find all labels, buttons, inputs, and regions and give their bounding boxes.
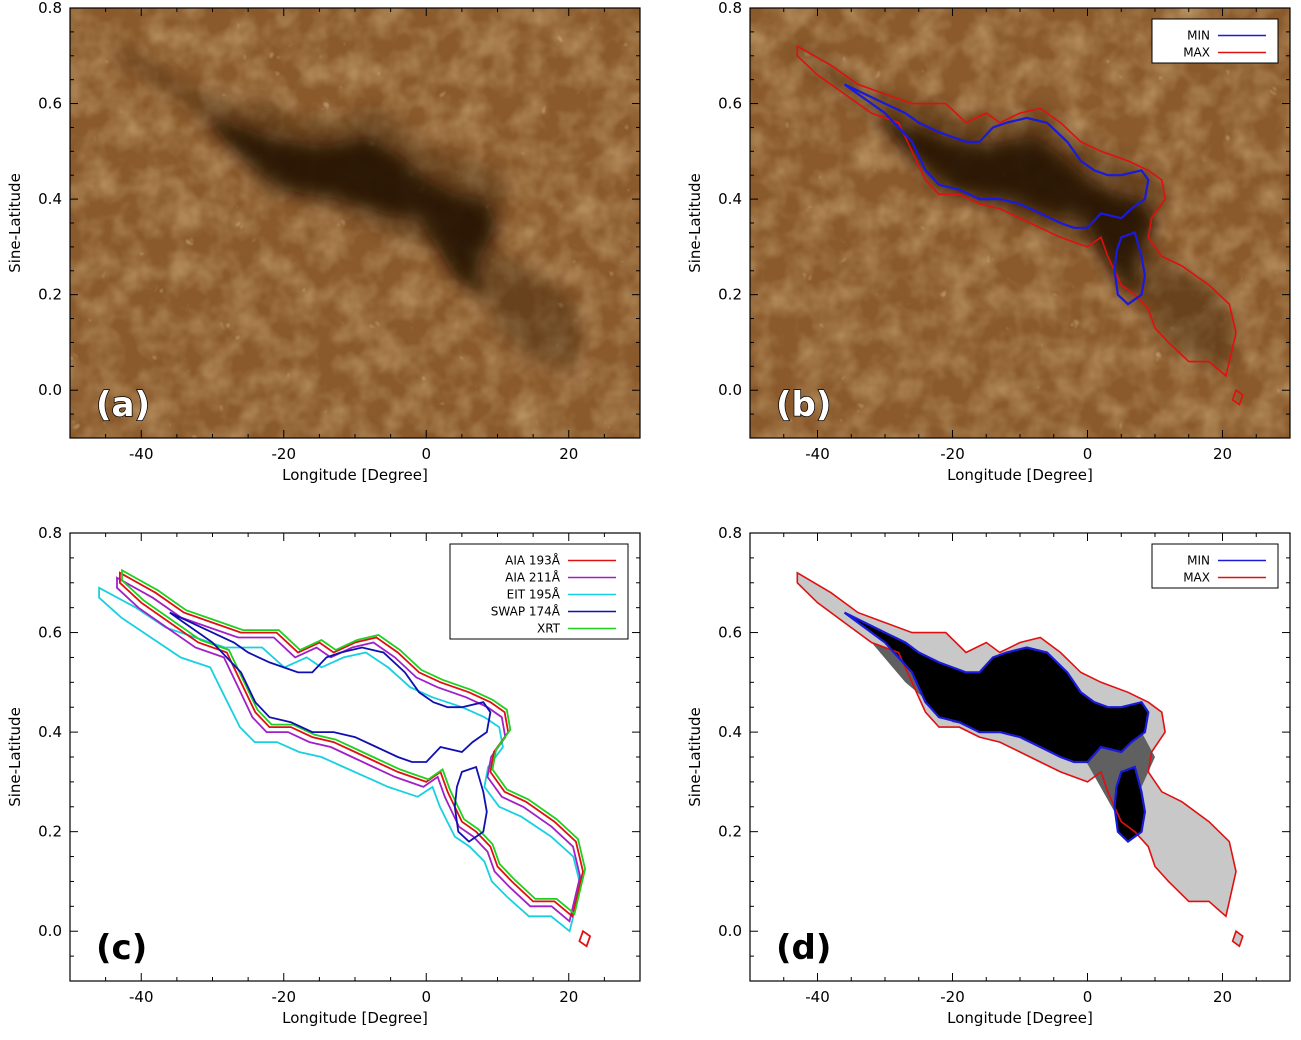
max-contour <box>796 44 1237 378</box>
x-tick-label: -20 <box>940 445 965 463</box>
y-tick-label: 0.2 <box>38 823 62 841</box>
legend-label: XRT <box>537 622 561 636</box>
min-contour-2 <box>1113 231 1147 306</box>
panel-d: -40 -20 0 20 0.0 0.2 0.4 0.6 0.8 Longitude [Degre… <box>686 524 1291 1027</box>
x-tick-label: -20 <box>272 988 297 1006</box>
x-axis-label: Longitude [Degree] <box>947 1009 1093 1027</box>
x-tick-label: -40 <box>129 445 154 463</box>
y-axis-label: Sine-Latitude <box>6 173 24 273</box>
panel-label: (c) <box>96 928 147 968</box>
x-axis-label: Longitude [Degree] <box>282 1009 428 1027</box>
legend-label: AIA 193Å <box>505 553 561 568</box>
x-tick-label: -40 <box>129 988 154 1006</box>
min-contour <box>843 611 1150 764</box>
legend-label: MIN <box>1187 554 1210 568</box>
plot-area <box>70 8 640 438</box>
panel-label: (b) <box>776 385 831 425</box>
y-tick-label: 0.4 <box>718 723 742 741</box>
y-tick-label: 0.8 <box>718 0 742 17</box>
y-tick-label: 0.6 <box>718 95 742 113</box>
min-contour-2 <box>1113 765 1147 844</box>
contour-aia193 <box>119 571 584 918</box>
y-tick-label: 0.8 <box>38 0 62 17</box>
min-contour <box>843 83 1150 229</box>
y-tick-label: 0.2 <box>38 286 62 304</box>
x-tick-label: -40 <box>805 445 830 463</box>
y-tick-label: 0.6 <box>38 95 62 113</box>
y-axis-label: Sine-Latitude <box>686 173 704 273</box>
legend: AIA 193Å AIA 211Å EIT 195Å SWAP 174Å XRT <box>449 543 629 640</box>
plot-area <box>98 568 592 948</box>
contour-swap174-2 <box>453 765 488 843</box>
legend-box <box>1151 543 1279 589</box>
max-contour-blob <box>1231 929 1244 948</box>
legend-label: MAX <box>1183 46 1210 60</box>
x-tick-label: 0 <box>1083 988 1093 1006</box>
coronal-hole-halo <box>119 46 584 376</box>
legend-box <box>1151 18 1279 64</box>
plot-area <box>750 8 1290 438</box>
y-tick-label: 0.0 <box>718 381 742 399</box>
y-tick-label: 0.4 <box>38 190 62 208</box>
x-tick-label: 20 <box>1213 988 1232 1006</box>
y-tick-label: 0.2 <box>718 286 742 304</box>
contour-aia193-blob <box>578 929 592 948</box>
legend-label: EIT 195Å <box>507 587 561 602</box>
panel-c: -40 -20 0 20 0.0 0.2 0.4 0.6 0.8 Longitude [Degre… <box>6 524 641 1027</box>
x-tick-label: -20 <box>940 988 965 1006</box>
y-axis-label: Sine-Latitude <box>686 707 704 807</box>
x-axis-label: Longitude [Degree] <box>282 466 428 484</box>
y-tick-label: 0.0 <box>38 381 62 399</box>
legend: MIN MAX <box>1151 543 1279 589</box>
y-tick-label: 0.4 <box>38 723 62 741</box>
x-tick-label: 20 <box>559 988 578 1006</box>
x-tick-label: 0 <box>421 988 431 1006</box>
coronal-hole-halo <box>797 46 1236 376</box>
max-contour <box>796 571 1237 918</box>
contour-swap174 <box>169 611 492 763</box>
y-tick-label: 0.6 <box>38 624 62 642</box>
y-tick-label: 0.0 <box>718 922 742 940</box>
probability-level-full <box>844 612 1149 762</box>
legend-label: MAX <box>1183 571 1210 585</box>
x-tick-label: 20 <box>1213 445 1232 463</box>
max-contour-blob <box>1231 388 1244 406</box>
panel-label: (a) <box>96 385 150 425</box>
panel-b: -40 -20 0 20 0.0 0.2 0.4 0.6 0.8 Longitude [Degre… <box>686 0 1291 484</box>
x-tick-label: -40 <box>805 988 830 1006</box>
y-axis-label: Sine-Latitude <box>6 707 24 807</box>
y-tick-label: 0.4 <box>718 190 742 208</box>
legend-label: MIN <box>1187 29 1210 43</box>
x-tick-label: 0 <box>421 445 431 463</box>
x-axis-label: Longitude [Degree] <box>947 466 1093 484</box>
x-tick-label: -20 <box>272 445 297 463</box>
x-tick-label: 20 <box>559 445 578 463</box>
legend-label: SWAP 174Å <box>491 604 561 619</box>
plot-area <box>796 571 1244 948</box>
legend-label: AIA 211Å <box>505 570 561 585</box>
y-tick-label: 0.6 <box>718 624 742 642</box>
contour-xrt <box>121 568 587 916</box>
x-tick-label: 0 <box>1083 445 1093 463</box>
contour-aia211 <box>116 576 582 923</box>
panel-label: (d) <box>776 928 831 968</box>
panel-a: -40 -20 0 20 0.0 0.2 0.4 0.6 0.8 Longitude [Degre… <box>6 0 641 484</box>
legend: MIN MAX <box>1151 18 1279 64</box>
y-tick-label: 0.2 <box>718 823 742 841</box>
y-tick-label: 0.8 <box>718 524 742 542</box>
y-tick-label: 0.0 <box>38 922 62 940</box>
y-tick-label: 0.8 <box>38 524 62 542</box>
